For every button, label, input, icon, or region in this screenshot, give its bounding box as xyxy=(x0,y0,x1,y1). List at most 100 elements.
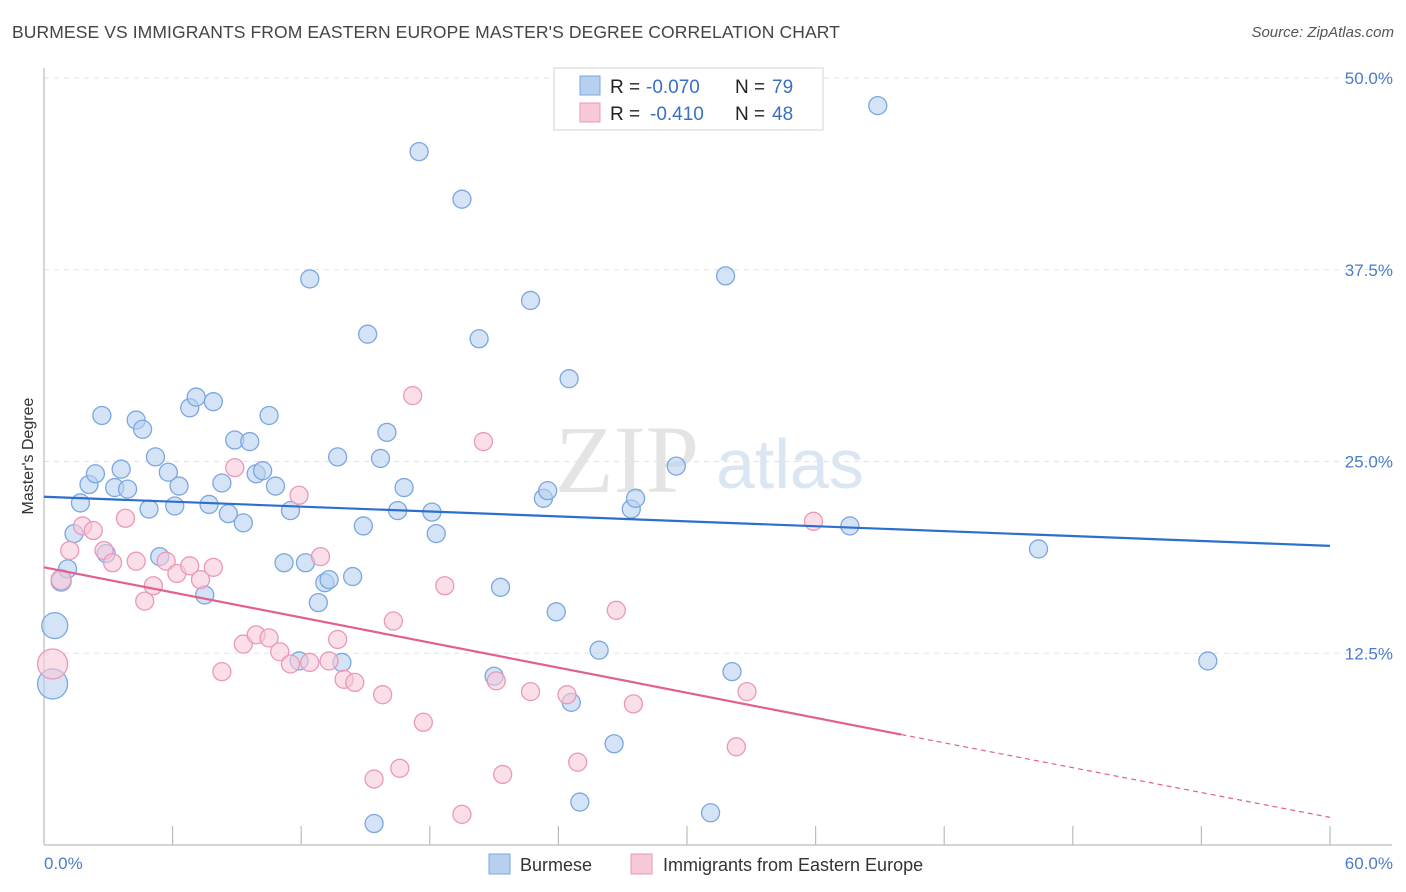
legend-n-value-burmese: 79 xyxy=(772,77,793,98)
legend-r-value-burmese: -0.070 xyxy=(646,77,700,98)
legend-r-value-eastern-europe: -0.410 xyxy=(650,104,704,125)
trend-line-burmese xyxy=(43,495,1331,547)
point-eastern-europe xyxy=(203,557,223,577)
point-eastern-europe xyxy=(803,511,824,531)
point-eastern-europe xyxy=(83,520,103,541)
point-eastern-europe xyxy=(737,681,757,702)
point-burmese xyxy=(139,499,159,519)
point-burmese xyxy=(700,803,721,823)
point-burmese xyxy=(233,513,253,533)
legend-r-label-eastern-europe: R = xyxy=(610,104,640,125)
point-eastern-europe xyxy=(102,553,123,573)
series-legend-label-burmese: Burmese xyxy=(520,855,592,875)
point-burmese xyxy=(259,405,279,426)
point-eastern-europe xyxy=(557,685,577,705)
point-burmese xyxy=(199,494,219,515)
point-burmese xyxy=(92,405,112,426)
point-burmese xyxy=(840,516,860,536)
watermark: ZIP atlas xyxy=(555,406,864,513)
point-burmese xyxy=(274,553,294,573)
point-eastern-europe xyxy=(390,758,410,778)
point-burmese xyxy=(203,392,223,412)
point-burmese xyxy=(132,419,153,439)
point-burmese xyxy=(265,476,286,496)
point-burmese xyxy=(169,476,189,496)
point-burmese xyxy=(145,447,166,467)
y-tick-label: 50.0% xyxy=(1345,69,1393,88)
point-burmese xyxy=(625,488,646,508)
point-eastern-europe xyxy=(36,648,69,680)
point-burmese xyxy=(85,464,106,484)
point-burmese xyxy=(308,592,328,613)
point-burmese xyxy=(394,477,414,498)
legend-n-value-eastern-europe: 48 xyxy=(772,104,793,125)
y-tick-label: 37.5% xyxy=(1345,261,1393,280)
point-burmese xyxy=(409,141,429,162)
point-eastern-europe xyxy=(372,685,393,705)
point-eastern-europe xyxy=(190,569,211,590)
point-burmese xyxy=(722,662,742,682)
trend-line-eastern-europe-extension xyxy=(901,733,1331,818)
point-burmese xyxy=(300,269,320,289)
point-burmese xyxy=(111,459,131,479)
point-burmese xyxy=(570,792,590,812)
point-eastern-europe xyxy=(300,652,320,673)
point-burmese xyxy=(70,493,91,513)
point-burmese xyxy=(868,95,888,116)
point-eastern-europe xyxy=(280,654,301,674)
point-burmese xyxy=(589,640,609,660)
point-burmese xyxy=(353,516,374,536)
point-burmese xyxy=(1198,651,1218,671)
point-burmese xyxy=(377,422,397,443)
data-points xyxy=(36,95,1218,834)
point-eastern-europe xyxy=(135,591,155,611)
point-burmese xyxy=(538,480,558,501)
point-burmese xyxy=(357,324,378,344)
stats-legend: R = -0.070 N = 79 R = -0.410 N = 48 xyxy=(553,67,824,131)
point-eastern-europe xyxy=(225,457,245,478)
point-burmese xyxy=(240,431,260,452)
y-tick-label: 12.5% xyxy=(1345,644,1393,663)
point-burmese xyxy=(1028,539,1049,559)
axes xyxy=(43,68,1392,846)
point-burmese xyxy=(342,566,363,587)
point-eastern-europe xyxy=(493,764,513,785)
point-eastern-europe xyxy=(435,576,455,596)
legend-r-label-burmese: R = xyxy=(610,77,640,98)
point-burmese xyxy=(319,569,339,590)
point-eastern-europe xyxy=(726,737,746,757)
point-burmese xyxy=(666,456,686,476)
point-burmese xyxy=(364,813,384,834)
chart-source: Source: ZipAtlas.com xyxy=(1251,24,1394,41)
point-eastern-europe xyxy=(143,576,163,596)
point-eastern-europe xyxy=(327,629,348,650)
point-eastern-europe xyxy=(568,752,588,772)
point-burmese xyxy=(546,602,566,622)
series-legend-swatch-burmese xyxy=(488,853,511,875)
point-burmese xyxy=(604,734,624,754)
x-tick-label-max: 60.0% xyxy=(1345,854,1393,873)
point-eastern-europe xyxy=(60,540,80,561)
point-eastern-europe xyxy=(403,385,423,406)
legend-swatch-eastern-europe xyxy=(579,102,601,123)
point-burmese xyxy=(520,290,541,311)
x-tick-label-min: 0.0% xyxy=(44,854,83,873)
point-burmese xyxy=(715,266,736,286)
point-burmese xyxy=(252,461,273,481)
series-legend-label-eastern-europe: Immigrants from Eastern Europe xyxy=(663,855,923,875)
point-eastern-europe xyxy=(310,546,331,567)
point-eastern-europe xyxy=(212,662,232,682)
point-burmese xyxy=(452,189,472,209)
legend-n-label-eastern-europe: N = xyxy=(735,104,765,125)
trend-line-eastern-europe xyxy=(43,566,902,736)
y-axis-label: Master's Degree xyxy=(20,397,37,514)
point-eastern-europe xyxy=(180,556,200,576)
point-eastern-europe xyxy=(345,672,365,693)
point-burmese xyxy=(490,577,511,597)
point-eastern-europe xyxy=(383,611,404,631)
watermark-atlas: atlas xyxy=(716,425,864,503)
point-eastern-europe xyxy=(126,551,146,571)
point-eastern-europe xyxy=(413,712,434,732)
point-burmese xyxy=(212,473,232,493)
